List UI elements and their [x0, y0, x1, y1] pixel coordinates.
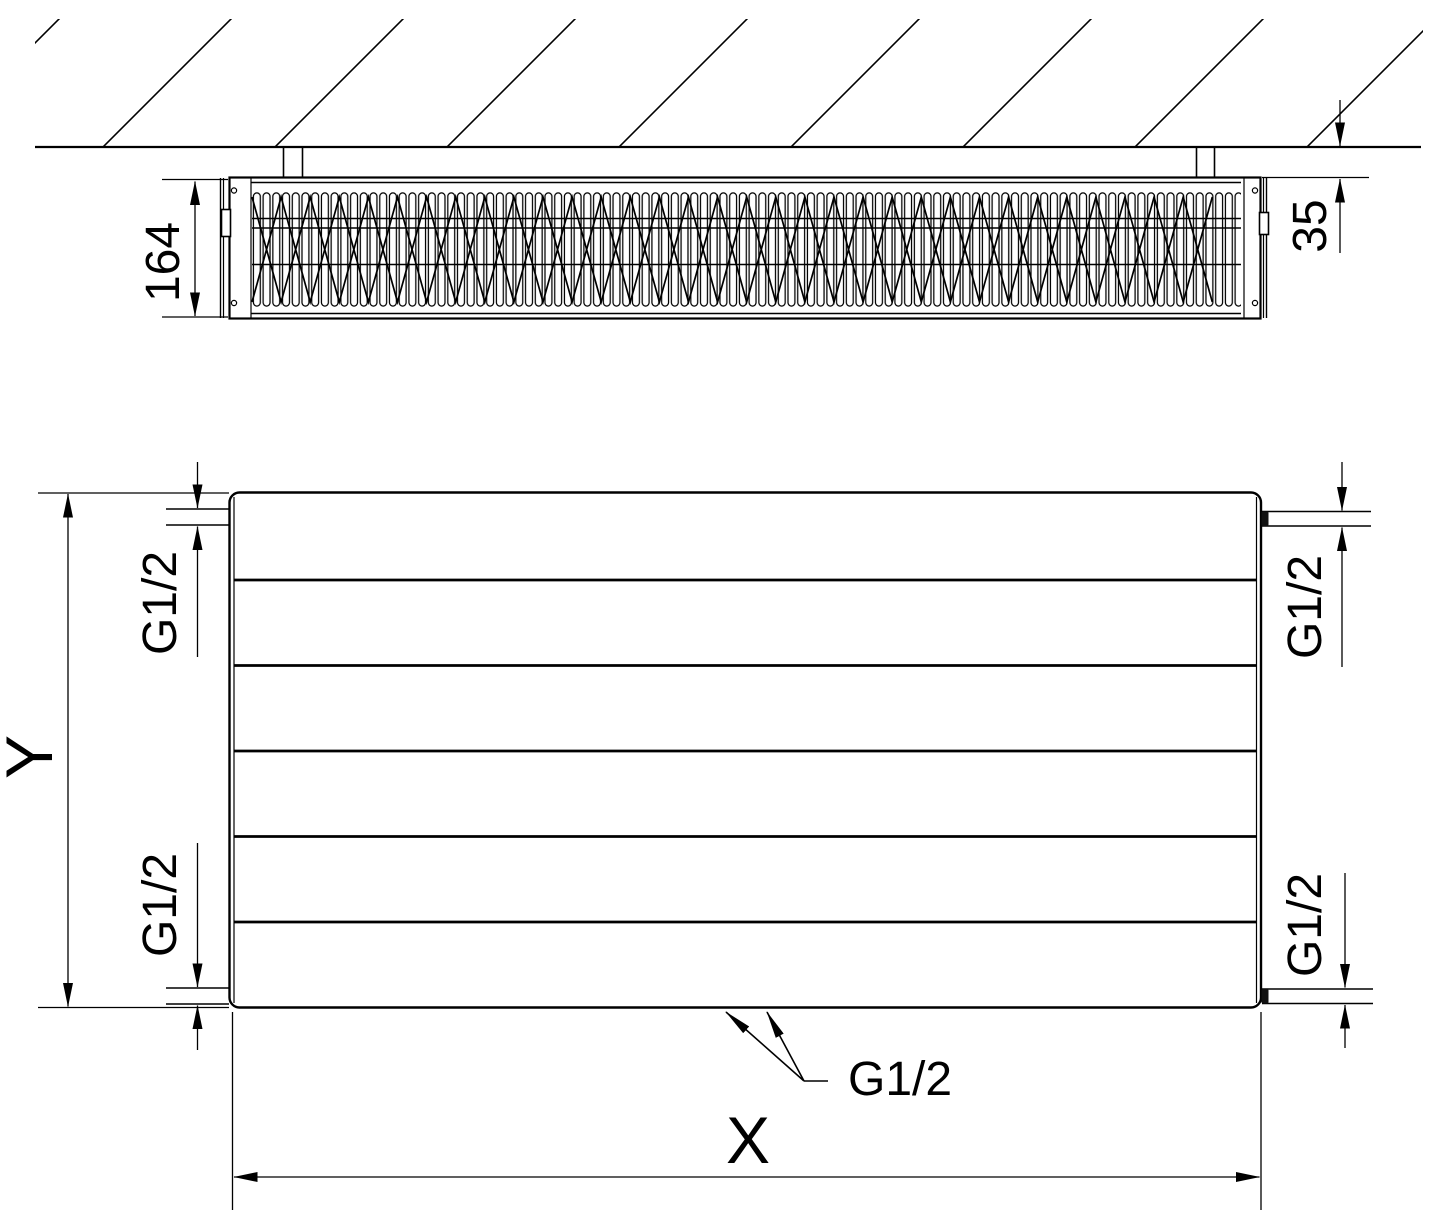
dim-wall-distance-label: 35 [1284, 199, 1337, 252]
connection-label-top-right: G1/2 [1279, 555, 1332, 659]
top-view-body [219, 176, 1270, 320]
screw-icon [1251, 299, 1259, 307]
radiator-top-view: 164 35 [35, 19, 1423, 320]
connection-label-bottom-center: G1/2 [848, 1053, 952, 1106]
end-cap-left [219, 178, 252, 318]
dimension-width-x: X [231, 1012, 1262, 1210]
connection-dim-top-left: G1/2 [134, 462, 203, 657]
wall-hatch [35, 19, 1423, 149]
mounting-bracket-right [1195, 147, 1216, 178]
connection-dim-bottom-left: G1/2 [134, 843, 203, 1050]
fitting-top-right [1261, 511, 1269, 526]
connection-leader-bottom-center: G1/2 [725, 1011, 952, 1106]
connection-stubs [166, 508, 1373, 1005]
dimension-depth-164: 164 [137, 178, 228, 318]
radiator-front-view: Y X G1/2 G1/2 G1/2 [0, 462, 1373, 1210]
side-connection-stub-right [1258, 211, 1270, 236]
connection-dim-top-right: G1/2 [1279, 462, 1347, 667]
side-connection-stub-left [220, 208, 232, 238]
dimension-wall-distance-35: 35 [1262, 100, 1369, 253]
dim-width-label: X [726, 1103, 770, 1177]
fitting-bottom-right [1261, 989, 1269, 1004]
screw-icon [230, 299, 238, 307]
convector-fins [251, 192, 1241, 307]
screw-icon [230, 187, 238, 194]
connection-label-top-left: G1/2 [134, 551, 187, 655]
mounting-bracket-left [282, 147, 304, 178]
connection-dim-bottom-right: G1/2 [1279, 873, 1350, 1048]
screw-icon [1251, 187, 1259, 194]
panel-groove-lines [234, 578, 1257, 924]
dim-height-label: Y [0, 735, 66, 779]
dimension-height-y: Y [0, 492, 229, 1009]
connection-label-bottom-right: G1/2 [1279, 873, 1332, 977]
dim-depth-label: 164 [137, 222, 190, 302]
end-cap-right [1243, 178, 1270, 318]
front-view-body [228, 491, 1263, 1009]
connection-label-bottom-left: G1/2 [134, 853, 187, 957]
